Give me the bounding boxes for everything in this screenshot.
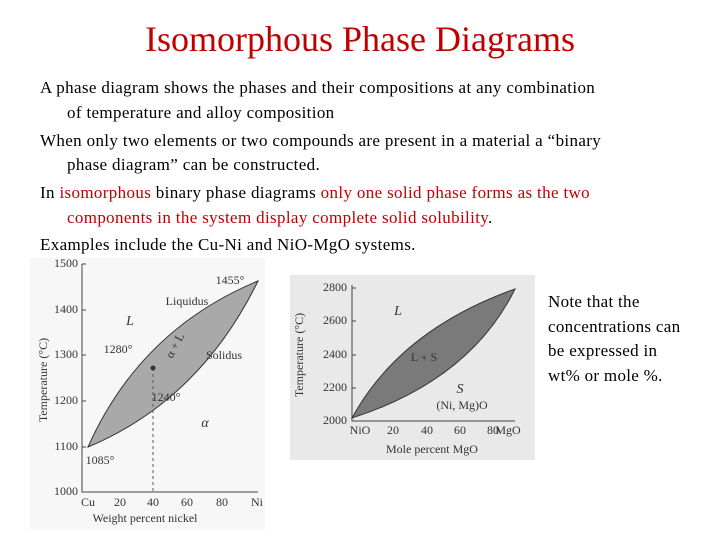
annotation: 1280° [104,342,133,356]
annotation: 1240° [152,390,181,404]
y-tick-label: 1200 [54,393,78,407]
annotation: 1085° [86,453,115,467]
x-tick-label: 60 [181,495,193,509]
text-line: When only two elements or two compounds … [40,131,601,151]
annotation: (Ni, Mg)O [436,398,488,412]
text-run: . [488,208,493,227]
x-tick-label: Ni [251,495,264,509]
title: Isomorphous Phase Diagrams [145,19,575,59]
text-run: When only two elements or two compounds … [40,131,602,150]
y-tick-label: 2200 [323,380,347,394]
y-tick-label: 1400 [54,302,78,316]
annotation: Liquidus [166,294,209,308]
annotation: L [125,314,134,329]
text-line: components in the system display complet… [67,208,493,228]
x-axis-label: Mole percent MgO [386,442,478,456]
x-tick-label: NiO [350,423,371,437]
note-line: be expressed in [548,341,658,360]
two-phase-region [350,288,516,419]
annotation: L [393,304,402,319]
text-run: phase diagram” can be constructed. [67,155,321,174]
y-axis-label: Temperature (°C) [292,313,306,397]
y-tick-label: 1300 [54,347,78,361]
text-run: Examples include the Cu-Ni and NiO-MgO s… [40,235,416,254]
x-axis-label: Weight percent nickel [93,511,199,525]
y-tick-label: 1100 [54,439,78,453]
annotation: S [457,382,464,397]
x-tick-label: 20 [114,495,126,509]
y-tick-label: 2600 [323,313,347,327]
x-tick-label: MgO [495,423,521,437]
x-tick-label: Cu [81,495,95,509]
x-tick-label: 20 [387,423,399,437]
text-line: Examples include the Cu-Ni and NiO-MgO s… [40,235,416,255]
text-run: isomorphous [59,183,152,202]
text-run: In [40,183,60,202]
point [150,365,156,371]
annotation: Solidus [206,348,242,362]
y-tick-label: 2400 [323,347,347,361]
text-line: In isomorphous binary phase diagrams onl… [40,183,590,203]
y-tick-label: 2800 [323,280,347,294]
x-tick-label: 60 [454,423,466,437]
text-run: A phase diagram shows the phases and the… [40,78,596,97]
note-line: wt% or mole %. [548,365,663,385]
text-line: of temperature and alloy composition [67,103,335,123]
x-tick-label: 80 [487,423,499,437]
annotation: α [201,416,209,431]
y-axis-label: Temperature (°C) [36,338,50,422]
text-run: of temperature and alloy composition [67,103,335,122]
text-run: only one solid phase forms as the two [320,183,590,202]
x-tick-label: 40 [421,423,433,437]
text-line: A phase diagram shows the phases and the… [40,78,595,98]
text-run: binary phase diagrams [151,183,321,202]
annotation: L + S [411,350,437,364]
y-tick-label: 1000 [54,484,78,498]
y-tick-label: 1500 [54,256,78,270]
annotation: 1455° [216,273,245,287]
note-line: concentrations can [548,316,681,336]
y-tick-label: 2000 [323,413,347,427]
text-line: phase diagram” can be constructed. [67,155,320,175]
note-line: Note that the [548,292,640,311]
x-tick-label: 40 [147,495,159,509]
text-run: components in the system display complet… [67,208,489,227]
x-tick-label: 80 [216,495,228,509]
